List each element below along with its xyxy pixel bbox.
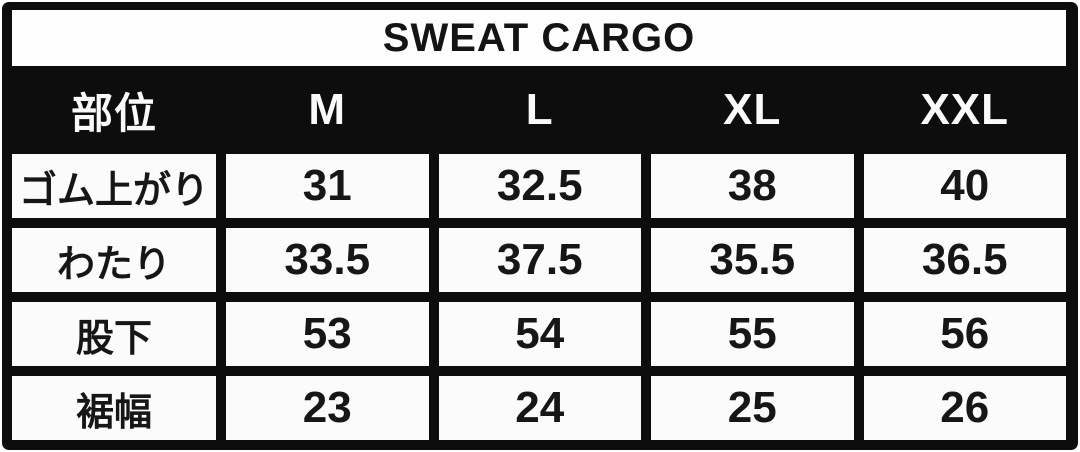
size-value-cell: 32.5 — [438, 154, 641, 218]
row-label-elastic-rise: ゴム上がり — [12, 154, 216, 218]
size-value-cell: 33.5 — [226, 228, 429, 292]
column-header-part: 部位 — [12, 76, 216, 144]
size-value-cell: 36.5 — [863, 228, 1066, 292]
size-value-cell: 38 — [651, 154, 854, 218]
column-header-size-m: M — [226, 76, 429, 144]
size-value-cell: 23 — [226, 376, 429, 440]
size-value-cell: 37.5 — [438, 228, 641, 292]
size-value-cell: 55 — [651, 302, 854, 366]
size-value-cell: 40 — [863, 154, 1066, 218]
row-label-hem-width: 裾幅 — [12, 376, 216, 440]
column-header-size-l: L — [438, 76, 641, 144]
size-value-cell: 53 — [226, 302, 429, 366]
size-value-cell: 24 — [438, 376, 641, 440]
size-value-cell: 56 — [863, 302, 1066, 366]
table-title: SWEAT CARGO — [12, 10, 1066, 66]
size-value-cell: 35.5 — [651, 228, 854, 292]
column-header-size-xxl: XXL — [863, 76, 1066, 144]
size-value-cell: 26 — [863, 376, 1066, 440]
size-value-cell: 31 — [226, 154, 429, 218]
row-label-inseam: 股下 — [12, 302, 216, 366]
size-value-cell: 25 — [651, 376, 854, 440]
size-chart-grid: SWEAT CARGO 部位 M L XL XXL ゴム上がり 31 32.5 … — [12, 10, 1066, 440]
row-label-thigh-width: わたり — [12, 228, 216, 292]
column-header-size-xl: XL — [651, 76, 854, 144]
size-value-cell: 54 — [438, 302, 641, 366]
